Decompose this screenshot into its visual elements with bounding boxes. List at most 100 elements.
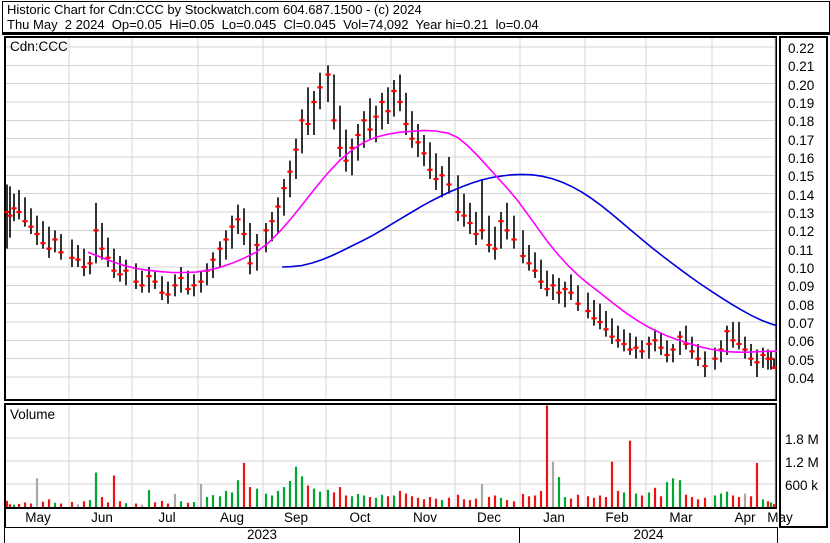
volume-bar (766, 501, 770, 507)
volume-bar (487, 497, 491, 507)
volume-tick-label: 1.8 M (785, 432, 819, 447)
volume-bar (551, 461, 555, 507)
volume-bar (53, 502, 57, 507)
volume-bar (47, 499, 51, 507)
volume-bar (82, 501, 86, 507)
volume-bar (622, 492, 626, 507)
last-trade-summary: Thu May 2 2024 Op=0.05 Hi=0.05 Lo=0.045 … (7, 17, 539, 32)
volume-bar (147, 490, 151, 507)
volume-bar (218, 496, 222, 507)
volume-bar (731, 495, 735, 507)
volume-bar (434, 498, 438, 507)
volume-bar (362, 495, 366, 507)
symbol-label: Cdn:CCC (10, 39, 68, 54)
volume-chart-canvas (5, 405, 776, 507)
volume-bar (264, 493, 268, 507)
month-label: Nov (412, 510, 437, 525)
volume-bar (576, 494, 580, 507)
volume-bar (332, 492, 336, 507)
volume-bar (468, 500, 472, 507)
year-cell-2024: 2024 (519, 527, 778, 543)
volume-bar (282, 487, 286, 507)
volume-bar (628, 440, 632, 507)
volume-bar (368, 497, 372, 507)
volume-bar (586, 496, 590, 507)
volume-bar (374, 497, 378, 507)
volume-bar (545, 405, 549, 507)
volume-bar (634, 493, 638, 507)
volume-bar (100, 497, 104, 507)
volume-bar (713, 495, 717, 507)
price-tick-label: 0.05 (788, 352, 815, 368)
volume-bar (153, 502, 157, 507)
price-tick-label: 0.19 (788, 95, 815, 111)
volume-bar (8, 504, 12, 507)
price-tick-label: 0.12 (788, 224, 815, 240)
volume-bar (224, 490, 228, 507)
month-label: Mar (669, 510, 693, 525)
fast-moving-average-line (87, 129, 777, 354)
volume-bar (447, 497, 451, 507)
volume-bar (678, 480, 682, 507)
volume-bar (569, 498, 573, 507)
volume-bar (59, 503, 63, 507)
month-label: Jun (91, 510, 113, 525)
volume-bar (186, 502, 190, 507)
volume-bar (462, 499, 466, 507)
price-tick-label: 0.22 (788, 41, 815, 56)
volume-bar (410, 496, 414, 507)
volume-bar (392, 495, 396, 507)
volume-bar (318, 491, 322, 507)
volume-bar (380, 494, 384, 507)
volume-bar (356, 493, 360, 507)
volume-bar (173, 493, 177, 507)
month-label: May (25, 510, 51, 525)
volume-bar (134, 503, 138, 507)
volume-bar (505, 500, 509, 507)
volume-bar (276, 490, 280, 507)
price-tick-label: 0.21 (788, 59, 815, 75)
volume-bar (350, 496, 354, 507)
volume-bar (598, 495, 602, 507)
volume-bar (106, 502, 110, 507)
volume-bar (521, 493, 525, 507)
volume-bar (270, 495, 274, 507)
volume-bar (604, 497, 608, 507)
volume-bar (242, 462, 246, 507)
volume-bar (749, 496, 753, 507)
volume-bar (769, 502, 773, 507)
volume-bar (312, 488, 316, 507)
volume-bar (640, 495, 644, 507)
price-tick-label: 0.08 (788, 297, 815, 313)
volume-bar (761, 499, 765, 507)
volume-bar (416, 497, 420, 507)
volume-bar (533, 495, 537, 507)
price-tick-label: 0.15 (788, 169, 815, 185)
month-label: Apr (734, 510, 756, 525)
volume-bar (659, 496, 663, 507)
volume-bar (428, 497, 432, 507)
price-tick-label: 0.09 (788, 279, 815, 295)
volume-bar (557, 477, 561, 507)
volume-bar (23, 502, 27, 507)
volume-bar (76, 504, 80, 507)
volume-bar (300, 476, 304, 507)
slow-moving-average-line (281, 173, 778, 327)
volume-bar (230, 492, 234, 507)
month-label: Dec (476, 510, 501, 525)
price-tick-label: 0.14 (788, 187, 815, 203)
volume-bar (563, 497, 567, 507)
volume-bar (725, 491, 729, 507)
volume-bar (338, 487, 342, 507)
volume-bar (17, 503, 21, 507)
month-label: Sep (283, 510, 309, 525)
volume-bar (719, 493, 723, 507)
volume-bar (512, 501, 516, 507)
price-tick-label: 0.07 (788, 315, 815, 331)
price-tick-label: 0.20 (788, 77, 815, 93)
volume-bar (124, 503, 128, 507)
month-label: Jul (158, 510, 176, 525)
volume-bar (743, 493, 747, 507)
volume-bar (294, 466, 298, 507)
price-tick-label: 0.16 (788, 150, 815, 166)
